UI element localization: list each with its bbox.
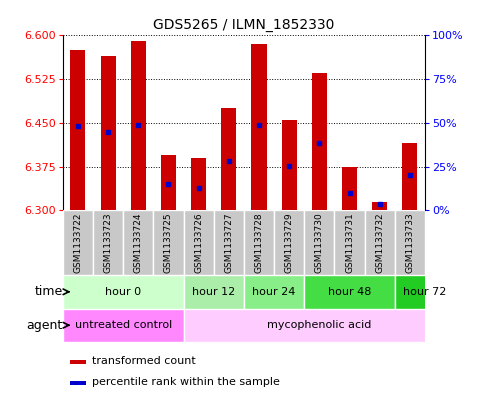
Bar [184,275,244,309]
Bar [274,210,304,275]
Bar [342,167,357,210]
Text: GSM1133722: GSM1133722 [73,213,83,273]
Text: hour 24: hour 24 [253,287,296,297]
Bar [154,210,184,275]
Bar [221,108,236,210]
Bar [365,210,395,275]
Bar [70,360,86,364]
Bar [334,210,365,275]
Bar [395,210,425,275]
Text: GSM1133730: GSM1133730 [315,212,324,273]
Bar [161,155,176,210]
Bar [191,158,206,210]
Bar [244,210,274,275]
Bar [63,210,93,275]
Bar [213,210,244,275]
Text: GSM1133723: GSM1133723 [103,212,113,273]
Title: GDS5265 / ILMN_1852330: GDS5265 / ILMN_1852330 [153,18,335,31]
Bar [71,50,85,210]
Text: hour 72: hour 72 [403,287,447,297]
Bar [184,210,213,275]
Bar [304,275,395,309]
Bar [63,275,184,309]
Text: hour 48: hour 48 [328,287,371,297]
Bar [70,381,86,385]
Text: hour 12: hour 12 [192,287,235,297]
Bar [244,275,304,309]
Text: GSM1133731: GSM1133731 [345,212,354,273]
Text: GSM1133728: GSM1133728 [255,212,264,273]
Bar [395,275,455,309]
Bar [312,73,327,210]
Text: transformed count: transformed count [92,356,196,366]
Bar [123,210,154,275]
Bar [304,210,334,275]
Text: GSM1133726: GSM1133726 [194,212,203,273]
Bar [131,41,146,210]
Text: hour 0: hour 0 [105,287,141,297]
Bar [402,143,417,210]
Text: untreated control: untreated control [74,320,172,330]
Bar [252,44,267,210]
Bar [372,202,387,210]
Bar [100,56,115,210]
Text: percentile rank within the sample: percentile rank within the sample [92,377,280,387]
Text: GSM1133724: GSM1133724 [134,213,143,273]
Bar [93,210,123,275]
Text: mycophenolic acid: mycophenolic acid [267,320,371,330]
Bar [184,309,455,342]
Text: GSM1133729: GSM1133729 [284,212,294,273]
Text: time: time [35,285,63,298]
Bar [282,120,297,210]
Text: GSM1133725: GSM1133725 [164,212,173,273]
Bar [63,309,184,342]
Text: GSM1133732: GSM1133732 [375,212,384,273]
Text: GSM1133727: GSM1133727 [224,212,233,273]
Text: GSM1133733: GSM1133733 [405,212,414,273]
Text: agent: agent [27,319,63,332]
